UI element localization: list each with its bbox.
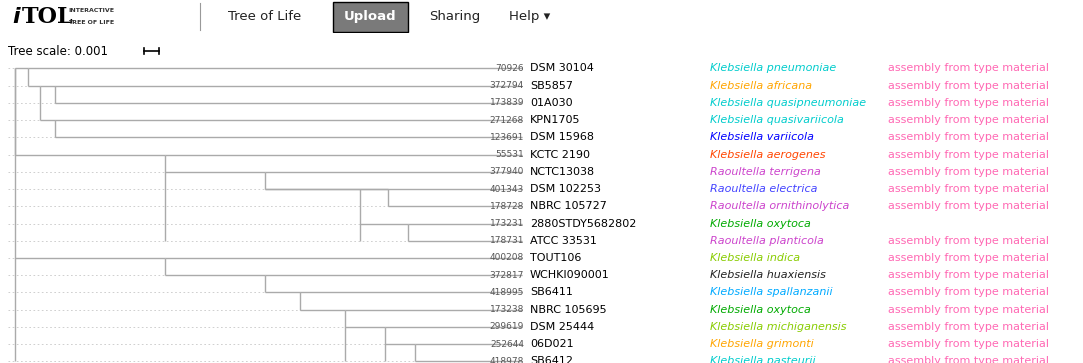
Text: Klebsiella pneumoniae: Klebsiella pneumoniae	[710, 64, 836, 73]
Text: DSM 25444: DSM 25444	[530, 322, 595, 332]
Text: 2880STDY5682802: 2880STDY5682802	[530, 219, 637, 229]
Text: assembly from type material: assembly from type material	[888, 184, 1049, 194]
Text: 401343: 401343	[490, 184, 524, 193]
Text: Klebsiella grimonti: Klebsiella grimonti	[710, 339, 813, 349]
Text: 173839: 173839	[490, 98, 524, 107]
Text: 372794: 372794	[490, 81, 524, 90]
Text: Klebsiella oxytoca: Klebsiella oxytoca	[710, 219, 811, 229]
Text: assembly from type material: assembly from type material	[888, 305, 1049, 315]
Text: assembly from type material: assembly from type material	[888, 115, 1049, 125]
Text: 377940: 377940	[490, 167, 524, 176]
Text: 252644: 252644	[490, 340, 524, 348]
Text: Klebsiella indica: Klebsiella indica	[710, 253, 800, 263]
Text: Klebsiella quasipneumoniae: Klebsiella quasipneumoniae	[710, 98, 866, 108]
Text: Upload: Upload	[343, 10, 396, 23]
Text: 123691: 123691	[490, 133, 524, 142]
Text: DSM 102253: DSM 102253	[530, 184, 601, 194]
Text: Sharing: Sharing	[429, 10, 481, 23]
Text: 418995: 418995	[490, 288, 524, 297]
Text: assembly from type material: assembly from type material	[888, 150, 1049, 160]
Text: assembly from type material: assembly from type material	[888, 201, 1049, 211]
Text: 178728: 178728	[490, 202, 524, 211]
Text: Help ▾: Help ▾	[509, 10, 550, 23]
Text: Raoultella electrica: Raoultella electrica	[710, 184, 818, 194]
Text: assembly from type material: assembly from type material	[888, 253, 1049, 263]
Text: 299619: 299619	[490, 322, 524, 331]
Text: Klebsiella variicola: Klebsiella variicola	[710, 132, 814, 142]
Text: assembly from type material: assembly from type material	[888, 81, 1049, 91]
Text: assembly from type material: assembly from type material	[888, 270, 1049, 280]
Text: Klebsiella aerogenes: Klebsiella aerogenes	[710, 150, 825, 160]
Text: Tree of Life: Tree of Life	[229, 10, 302, 23]
Text: 70926: 70926	[495, 64, 524, 73]
Text: ATCC 33531: ATCC 33531	[530, 236, 597, 246]
Text: 173231: 173231	[490, 219, 524, 228]
Text: 418978: 418978	[490, 357, 524, 363]
Text: Klebsiella spallanzanii: Klebsiella spallanzanii	[710, 287, 833, 297]
Text: assembly from type material: assembly from type material	[888, 167, 1049, 177]
Text: TOL: TOL	[22, 6, 74, 28]
Text: 55531: 55531	[495, 150, 524, 159]
Text: TREE OF LIFE: TREE OF LIFE	[68, 20, 114, 25]
Text: INTERACTIVE: INTERACTIVE	[68, 8, 114, 13]
Text: 271268: 271268	[490, 115, 524, 125]
Text: assembly from type material: assembly from type material	[888, 356, 1049, 363]
Text: SB5857: SB5857	[530, 81, 573, 91]
Text: 06D021: 06D021	[530, 339, 574, 349]
Text: assembly from type material: assembly from type material	[888, 64, 1049, 73]
Text: KPN1705: KPN1705	[530, 115, 580, 125]
Text: NBRC 105695: NBRC 105695	[530, 305, 606, 315]
Text: DSM 30104: DSM 30104	[530, 64, 593, 73]
Text: Raoultella ornithinolytica: Raoultella ornithinolytica	[710, 201, 849, 211]
Text: Raoultella planticola: Raoultella planticola	[710, 236, 824, 246]
Text: 01A030: 01A030	[530, 98, 573, 108]
Text: Klebsiella huaxiensis: Klebsiella huaxiensis	[710, 270, 826, 280]
Text: assembly from type material: assembly from type material	[888, 98, 1049, 108]
FancyBboxPatch shape	[332, 2, 407, 32]
Text: 173238: 173238	[490, 305, 524, 314]
Text: 400208: 400208	[490, 253, 524, 262]
Text: Tree scale: 0.001: Tree scale: 0.001	[8, 45, 108, 58]
Text: 178731: 178731	[490, 236, 524, 245]
Text: assembly from type material: assembly from type material	[888, 339, 1049, 349]
Text: i: i	[12, 7, 19, 27]
Text: assembly from type material: assembly from type material	[888, 287, 1049, 297]
Text: 372817: 372817	[490, 271, 524, 280]
Text: DSM 15968: DSM 15968	[530, 132, 593, 142]
Text: NBRC 105727: NBRC 105727	[530, 201, 606, 211]
Text: Raoultella terrigena: Raoultella terrigena	[710, 167, 821, 177]
Text: KCTC 2190: KCTC 2190	[530, 150, 590, 160]
Text: TOUT106: TOUT106	[530, 253, 582, 263]
Text: Klebsiella quasivariicola: Klebsiella quasivariicola	[710, 115, 844, 125]
Text: Klebsiella pasteurii: Klebsiella pasteurii	[710, 356, 815, 363]
Text: SB6411: SB6411	[530, 287, 573, 297]
Text: Klebsiella oxytoca: Klebsiella oxytoca	[710, 305, 811, 315]
Text: Klebsiella africana: Klebsiella africana	[710, 81, 812, 91]
Text: assembly from type material: assembly from type material	[888, 236, 1049, 246]
Text: SB6412: SB6412	[530, 356, 573, 363]
Text: NCTC13038: NCTC13038	[530, 167, 596, 177]
Text: WCHKI090001: WCHKI090001	[530, 270, 610, 280]
Text: Klebsiella michiganensis: Klebsiella michiganensis	[710, 322, 847, 332]
Text: assembly from type material: assembly from type material	[888, 322, 1049, 332]
Text: assembly from type material: assembly from type material	[888, 132, 1049, 142]
